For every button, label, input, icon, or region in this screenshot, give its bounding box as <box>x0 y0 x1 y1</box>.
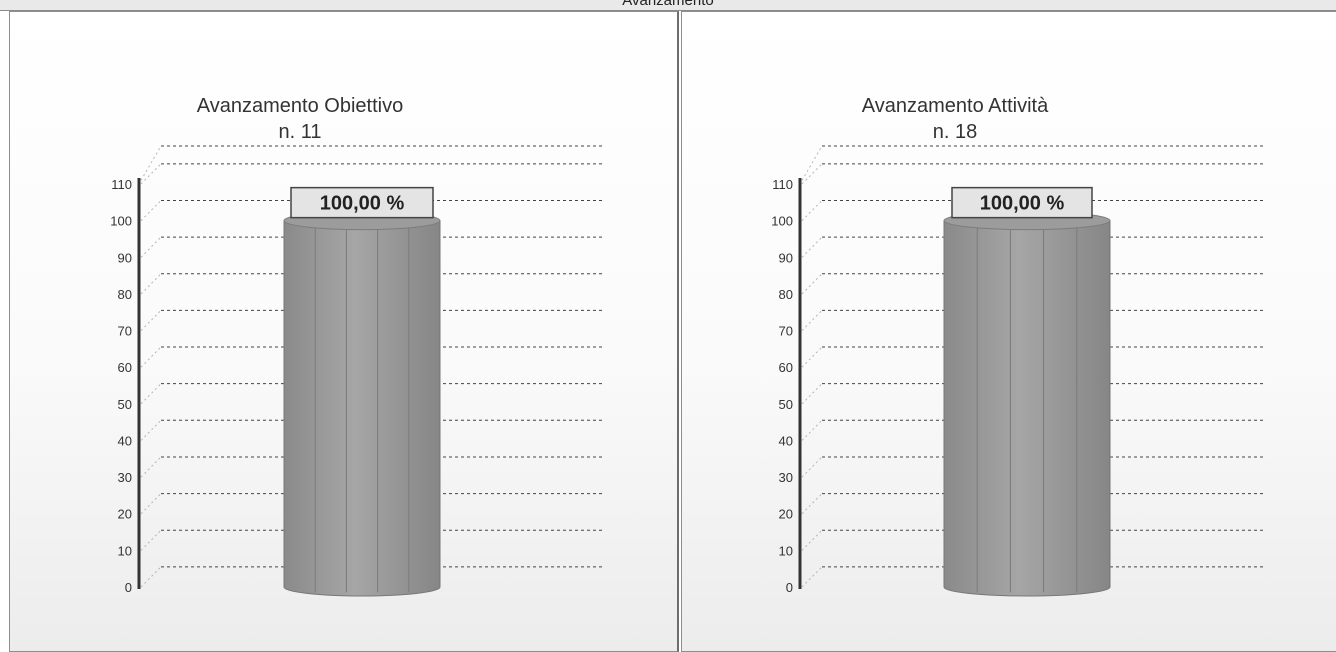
grid-diagonal <box>801 200 823 221</box>
y-tick-label: 30 <box>118 470 132 485</box>
grid-diagonal <box>140 529 162 551</box>
chart-subtitle: n. 18 <box>933 121 977 143</box>
grid-diagonal <box>801 163 823 185</box>
grid-diagonal <box>801 419 823 441</box>
y-tick-label: 80 <box>118 287 132 302</box>
grid-diagonal <box>140 493 162 515</box>
chart-objective: Avanzamento Obiettivo n. 11 0 10 20 30 40 50 6… <box>110 95 602 597</box>
grid-diagonal <box>801 493 823 515</box>
grid-diagonal <box>801 566 823 588</box>
data-label: 100,00 % <box>320 193 405 215</box>
header-bar: Avanzamento <box>0 0 1336 11</box>
bar-body <box>943 220 1111 597</box>
bar <box>943 211 1111 597</box>
chart-title: Avanzamento Obiettivo <box>197 95 403 117</box>
grid-diagonal <box>801 273 823 295</box>
grid-diagonal <box>801 456 823 478</box>
y-tick-label: 110 <box>111 177 132 192</box>
grid-diagonal <box>140 419 162 441</box>
y-tick-label: 20 <box>118 507 132 522</box>
y-tick-label: 50 <box>118 397 132 412</box>
chart-title: Avanzamento Attività <box>862 95 1049 117</box>
y-tick-label: 0 <box>786 580 793 595</box>
grid-diagonal <box>140 163 162 185</box>
chart-subtitle: n. 11 <box>279 121 322 143</box>
y-tick-label: 90 <box>779 250 793 265</box>
header-title: Avanzamento <box>622 0 714 9</box>
data-label: 100,00 % <box>980 193 1065 215</box>
grid-diagonal <box>140 566 162 588</box>
chart-panel-activity: Avanzamento Attività n. 18 0 10 20 30 40 50 60… <box>681 11 1336 652</box>
grid-diagonal <box>801 383 823 405</box>
y-tick-label: 60 <box>118 360 132 375</box>
y-tick-label: 20 <box>779 507 793 522</box>
grid-diagonal <box>140 310 162 331</box>
y-tick-label: 110 <box>772 177 793 192</box>
y-tick-label: 40 <box>779 433 793 448</box>
chart-activity: Avanzamento Attività n. 18 0 10 20 30 40 50 60… <box>771 95 1266 597</box>
grid-diagonal <box>801 145 823 181</box>
grid-diagonal <box>140 145 162 181</box>
y-tick-label: 10 <box>118 543 132 558</box>
grid-diagonal <box>140 236 162 258</box>
y-tick-label: 70 <box>779 324 793 339</box>
grid-diagonal <box>140 383 162 405</box>
y-tick-label: 90 <box>118 250 132 265</box>
chart-panel-objective: Avanzamento Obiettivo n. 11 0 10 20 30 40 50 6… <box>9 11 679 652</box>
y-tick-label: 0 <box>125 580 132 595</box>
grid-diagonal <box>801 529 823 551</box>
data-label-box <box>951 186 1093 219</box>
y-tick-label: 40 <box>118 433 132 448</box>
grid-diagonal <box>140 273 162 295</box>
grid-diagonal <box>801 310 823 331</box>
y-tick-label: 100 <box>771 214 793 229</box>
data-label-box <box>290 186 434 219</box>
grid-diagonal <box>140 200 162 221</box>
y-tick-label: 50 <box>779 397 793 412</box>
y-tick-label: 60 <box>779 360 793 375</box>
y-tick-label: 80 <box>779 287 793 302</box>
y-tick-label: 70 <box>118 324 132 339</box>
y-tick-label: 10 <box>779 543 793 558</box>
y-tick-label: 30 <box>779 470 793 485</box>
bar <box>283 211 441 597</box>
grid-diagonal <box>801 236 823 258</box>
bar-body <box>283 220 441 597</box>
grid-diagonal <box>801 346 823 368</box>
grid-diagonal <box>140 456 162 478</box>
y-tick-label: 100 <box>110 214 132 229</box>
grid-diagonal <box>140 346 162 368</box>
